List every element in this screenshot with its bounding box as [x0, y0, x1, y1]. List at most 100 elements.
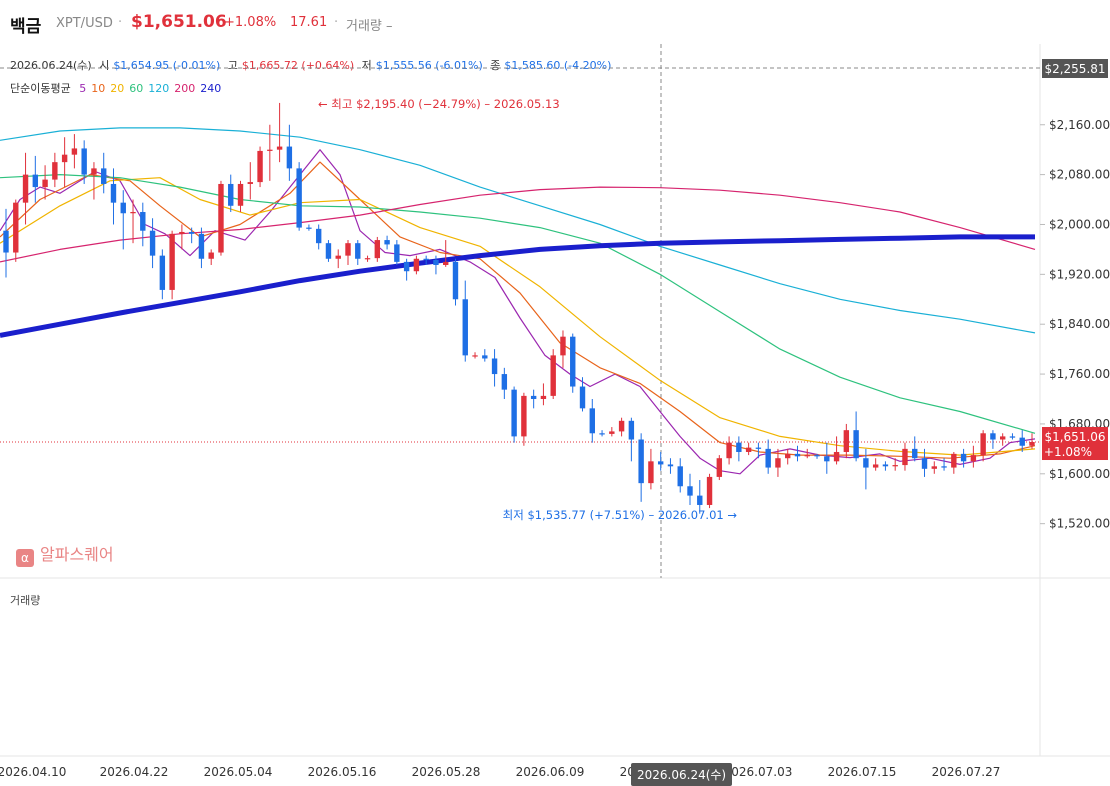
- candle[interactable]: [765, 439, 771, 474]
- candle[interactable]: [208, 249, 214, 265]
- candle[interactable]: [325, 240, 332, 262]
- candle[interactable]: [315, 224, 322, 250]
- candle[interactable]: [198, 227, 205, 269]
- candle[interactable]: [3, 208, 9, 278]
- ma-legend[interactable]: 단순이동평균 5 10 20 60 120 200 240: [10, 80, 231, 96]
- candle[interactable]: [560, 330, 566, 368]
- candle[interactable]: [443, 240, 449, 267]
- candle[interactable]: [482, 349, 488, 362]
- candle[interactable]: [188, 227, 195, 244]
- candle[interactable]: [824, 442, 830, 474]
- candle[interactable]: [247, 162, 253, 200]
- candle[interactable]: [110, 168, 117, 225]
- candle[interactable]: [794, 445, 801, 462]
- candle[interactable]: [912, 436, 918, 462]
- candle[interactable]: [218, 180, 224, 256]
- ma-legend-item-20[interactable]: 20: [110, 82, 125, 95]
- candle[interactable]: [941, 458, 947, 471]
- candle[interactable]: [618, 417, 625, 437]
- ma-legend-item-120[interactable]: 120: [148, 82, 170, 95]
- candle[interactable]: [589, 399, 595, 443]
- candle[interactable]: [628, 417, 635, 462]
- candle[interactable]: [1019, 430, 1025, 452]
- candle[interactable]: [237, 180, 244, 213]
- candle[interactable]: [130, 199, 136, 244]
- candle[interactable]: [550, 349, 556, 400]
- candle[interactable]: [726, 436, 732, 465]
- candle[interactable]: [296, 162, 302, 231]
- candle[interactable]: [892, 458, 898, 471]
- candle[interactable]: [32, 155, 39, 203]
- candle[interactable]: [960, 448, 967, 468]
- candle[interactable]: [306, 224, 312, 231]
- candle[interactable]: [355, 240, 361, 265]
- candle[interactable]: [169, 230, 175, 300]
- candle[interactable]: [648, 448, 654, 490]
- candle[interactable]: [990, 430, 996, 449]
- candle[interactable]: [335, 249, 341, 269]
- candle[interactable]: [71, 134, 78, 169]
- candle[interactable]: [882, 461, 889, 471]
- candle[interactable]: [413, 255, 420, 275]
- candle[interactable]: [921, 448, 928, 477]
- candle[interactable]: [267, 124, 273, 181]
- candle[interactable]: [843, 423, 850, 459]
- candle[interactable]: [785, 448, 791, 465]
- candle[interactable]: [667, 458, 674, 474]
- candle[interactable]: [61, 137, 68, 188]
- candle[interactable]: [22, 152, 29, 225]
- candle[interactable]: [374, 236, 381, 262]
- candle[interactable]: [814, 453, 820, 459]
- candle[interactable]: [1029, 433, 1035, 449]
- candle[interactable]: [872, 458, 879, 471]
- candle[interactable]: [101, 152, 107, 194]
- candle[interactable]: [530, 389, 537, 409]
- candle[interactable]: [81, 140, 87, 184]
- candle[interactable]: [999, 433, 1006, 446]
- candle[interactable]: [970, 445, 977, 468]
- candle[interactable]: [902, 442, 908, 471]
- candle[interactable]: [433, 255, 439, 275]
- candle[interactable]: [1009, 433, 1016, 440]
- candle[interactable]: [775, 448, 781, 477]
- candle[interactable]: [511, 386, 517, 443]
- candle[interactable]: [140, 202, 146, 247]
- candle[interactable]: [716, 455, 723, 481]
- candle[interactable]: [931, 461, 937, 474]
- candle[interactable]: [52, 152, 58, 188]
- candle[interactable]: [286, 124, 293, 181]
- candle[interactable]: [609, 427, 615, 437]
- candle[interactable]: [833, 436, 840, 465]
- candle[interactable]: [472, 352, 478, 359]
- candle[interactable]: [755, 442, 762, 459]
- candle[interactable]: [120, 190, 126, 250]
- ma-legend-item-200[interactable]: 200: [174, 82, 196, 95]
- candle[interactable]: [364, 255, 371, 262]
- candle[interactable]: [745, 442, 752, 456]
- candle[interactable]: [501, 367, 508, 400]
- candle[interactable]: [179, 224, 185, 250]
- candle[interactable]: [570, 333, 576, 393]
- candle[interactable]: [276, 102, 283, 163]
- candle[interactable]: [159, 249, 166, 300]
- candle[interactable]: [540, 383, 547, 406]
- ma-legend-item-240[interactable]: 240: [200, 82, 222, 95]
- candle[interactable]: [384, 235, 390, 250]
- candle[interactable]: [521, 392, 527, 446]
- candle[interactable]: [452, 258, 459, 306]
- candle[interactable]: [804, 448, 810, 459]
- candle[interactable]: [736, 436, 742, 462]
- candle[interactable]: [491, 349, 498, 387]
- candle[interactable]: [863, 448, 869, 490]
- ma-legend-item-60[interactable]: 60: [129, 82, 144, 95]
- candle[interactable]: [257, 146, 263, 188]
- candle[interactable]: [91, 162, 97, 200]
- candle[interactable]: [462, 280, 468, 362]
- candle[interactable]: [706, 473, 713, 509]
- candle[interactable]: [657, 451, 664, 471]
- candle[interactable]: [403, 258, 410, 281]
- candle[interactable]: [599, 430, 605, 437]
- candle[interactable]: [228, 174, 234, 213]
- candle[interactable]: [687, 473, 693, 505]
- candle[interactable]: [853, 411, 859, 462]
